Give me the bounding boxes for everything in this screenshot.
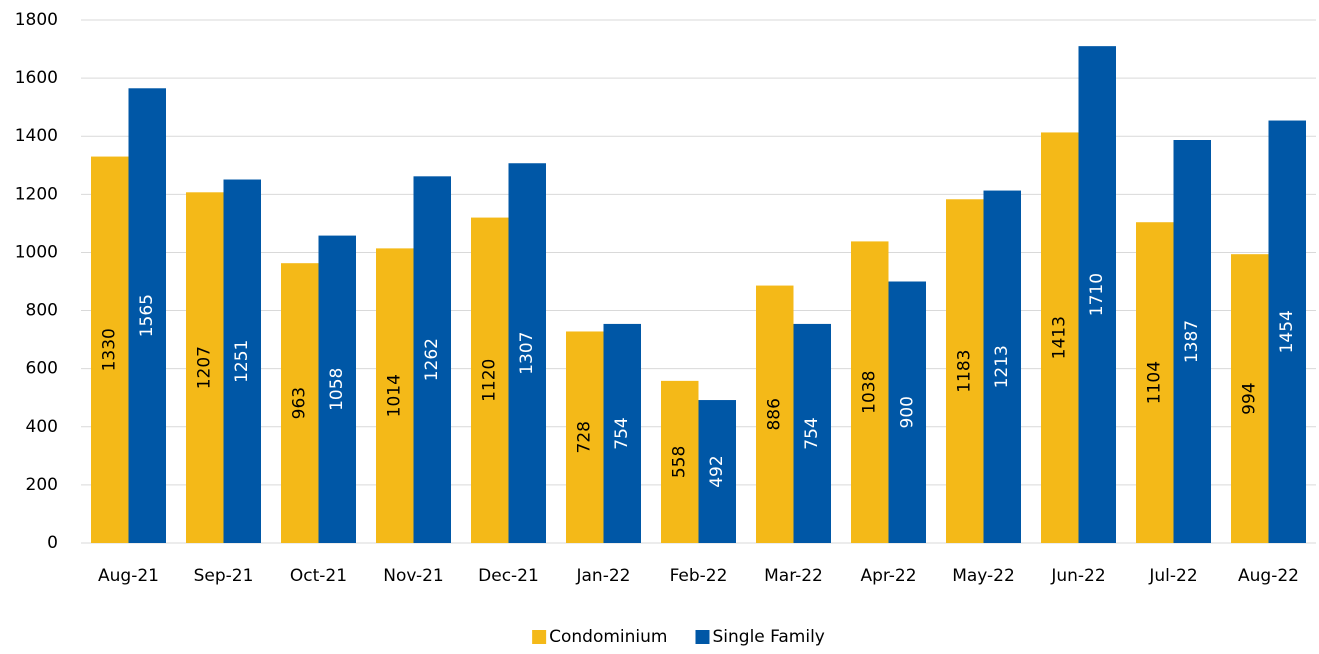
bar (946, 199, 984, 544)
data-label: 1038 (860, 371, 880, 414)
x-tick-label: Mar-22 (764, 566, 823, 586)
x-tick-label: Dec-21 (478, 566, 539, 586)
data-label: 1014 (385, 374, 405, 417)
data-label: 1565 (137, 294, 157, 337)
bar (756, 285, 794, 543)
data-label: 492 (707, 455, 727, 487)
bar (1136, 222, 1174, 543)
data-label: 1104 (1145, 361, 1165, 404)
bar (281, 263, 319, 543)
x-tick-label: Feb-22 (670, 566, 728, 586)
bar (223, 179, 261, 543)
data-label: 994 (1240, 382, 1260, 414)
y-tick-label: 400 (26, 417, 58, 437)
data-label: 754 (612, 417, 632, 449)
bar (1268, 120, 1306, 543)
data-label: 1307 (517, 331, 537, 374)
data-label: 1262 (422, 338, 442, 381)
data-label: 1330 (100, 328, 120, 371)
data-label: 1213 (992, 345, 1012, 388)
bar (1041, 132, 1079, 543)
bar (376, 248, 414, 544)
y-tick-label: 200 (26, 475, 58, 495)
data-label: 1454 (1277, 310, 1297, 353)
bar (318, 235, 356, 543)
x-tick-label: May-22 (952, 566, 1015, 586)
y-tick-label: 0 (47, 533, 58, 553)
y-tick-label: 600 (26, 359, 58, 379)
bar (603, 323, 641, 543)
bar (793, 323, 831, 543)
bar (91, 156, 129, 544)
y-tick-label: 1800 (15, 10, 58, 30)
legend-label: Condominium (549, 627, 667, 647)
data-label: 886 (765, 398, 785, 430)
y-tick-label: 800 (26, 301, 58, 321)
bar (851, 241, 889, 544)
bar (186, 192, 224, 543)
x-tick-label: Apr-22 (860, 566, 916, 586)
y-tick-label: 1200 (15, 184, 58, 204)
bar (888, 281, 926, 543)
bar (1231, 254, 1269, 543)
bar (698, 400, 736, 543)
data-label: 1387 (1182, 320, 1202, 363)
x-tick-label: Jul-22 (1148, 566, 1197, 586)
data-label: 728 (575, 421, 595, 453)
data-label: 1183 (955, 350, 975, 393)
legend: Condominium Single Family (532, 627, 825, 647)
bar (983, 190, 1021, 544)
bar (508, 163, 546, 543)
data-label: 1413 (1050, 316, 1070, 359)
bar (566, 331, 604, 543)
y-tick-label: 1000 (15, 242, 58, 262)
x-tick-label: Nov-21 (383, 566, 444, 586)
y-tick-label: 1600 (15, 68, 58, 88)
bar (413, 176, 451, 543)
data-label: 754 (802, 417, 822, 449)
bar (1173, 139, 1211, 543)
x-tick-label: Jan-22 (576, 566, 631, 586)
data-label: 1120 (480, 359, 500, 402)
bar (128, 88, 166, 544)
y-tick-label: 1400 (15, 126, 58, 146)
bar (1078, 46, 1116, 544)
bar (471, 217, 509, 544)
data-label: 1207 (195, 346, 215, 389)
data-label: 558 (670, 446, 690, 478)
data-label: 963 (290, 387, 310, 419)
legend-swatch (532, 630, 547, 644)
x-tick-label: Jun-22 (1050, 566, 1105, 586)
x-tick-label: Oct-21 (290, 566, 347, 586)
data-label: 900 (897, 396, 917, 428)
x-tick-label: Sep-21 (194, 566, 254, 586)
bar (661, 380, 699, 543)
legend-label: Single Family (712, 627, 824, 647)
data-label: 1058 (327, 368, 347, 411)
legend-swatch (695, 630, 710, 644)
x-tick-label: Aug-22 (1238, 566, 1299, 586)
x-tick-label: Aug-21 (98, 566, 159, 586)
data-label: 1251 (232, 340, 252, 383)
data-label: 1710 (1087, 273, 1107, 316)
